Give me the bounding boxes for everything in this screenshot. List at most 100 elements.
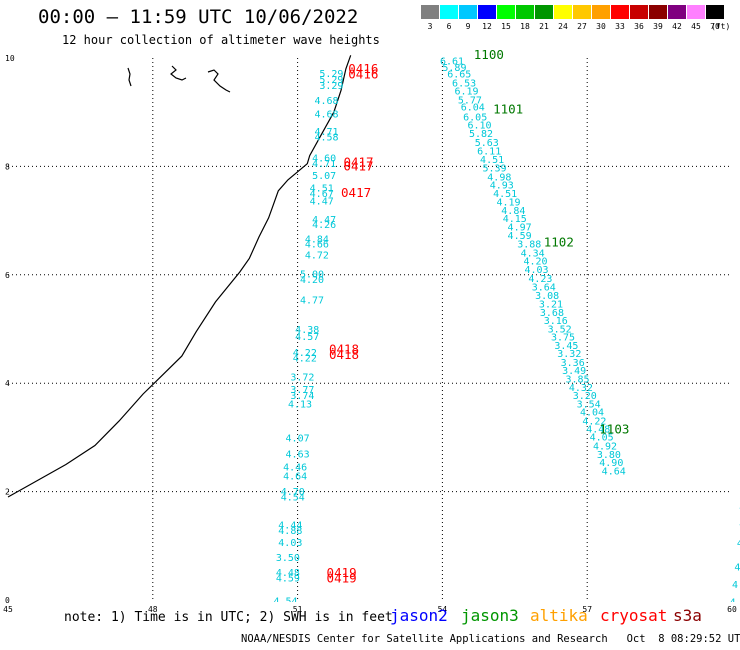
data-point-jason2: 3.50 [276,553,300,564]
data-point-jason2: 3.20 [573,391,597,402]
data-point-jason2: 4.51 [480,155,504,166]
data-point-jason2: 3.68 [540,308,564,319]
data-point-jason2: 6.10 [467,120,491,131]
data-point-jason2: 4.04 [580,408,604,419]
data-point-jason2: 5.89 [442,63,466,74]
colorbar-label: 45 [691,22,701,31]
data-point-jason2: 4.23 [528,274,552,285]
data-point-jason2: 6.05 [463,112,487,123]
data-point-jason2: 4.22 [582,416,606,427]
legend-altika: altika [530,606,588,625]
data-point-jason2: 3.32 [557,349,581,360]
y-tick-label: 6 [5,271,10,280]
coastline [7,55,352,498]
colorbar-label: 6 [446,22,452,31]
data-point-jason2: 4.93 [490,181,514,192]
colorbar-label: 42 [672,22,682,31]
data-point-jason2: 6.04 [461,103,485,114]
colorbar-unit: (ft) [711,22,731,31]
data-point-jason2: 3.72 [290,372,314,383]
data-point-jason2: 6.53 [452,79,476,90]
colorbar-label: 36 [634,22,644,31]
data-point-jason2: 4.92 [593,441,617,452]
colorbar-swatch [535,5,553,19]
x-tick-label: 45 [3,605,13,614]
data-point-jason2: 4.68 [314,110,338,121]
colorbar-swatch [668,5,686,19]
y-tick-label: 8 [5,162,10,171]
data-point-jason2: 4.64 [602,466,626,477]
data-point-jason2: 3.21 [539,299,563,310]
colorbar-swatch [649,5,667,19]
y-tick-label: 4 [5,379,10,388]
data-point-jason2: 4.20 [300,275,324,286]
data-point-jason2: 4 [737,538,740,549]
colorbar-swatch [478,5,496,19]
colorbar-label: 70 [710,22,720,31]
chart-subtitle: 12 hour collection of altimeter wave hei… [62,33,380,47]
colorbar-label: 24 [558,22,568,31]
data-point-jason2: 4.38 [730,597,740,608]
data-point-jason2: 4.47 [312,215,336,226]
data-point-jason2: 4.59 [508,231,532,242]
data-point-jason2: 4.54 [281,492,305,503]
data-point-jason2: 4.47 [310,196,334,207]
data-point-jason2: 3.52 [548,324,572,335]
data-point-jason2: 5.07 [312,171,336,182]
data-point-jason2: 6.65 [447,70,471,81]
data-point-jason2: 4.97 [508,222,532,233]
data-point-jason2: 4.57 [295,332,319,343]
note-text: note: 1) Time is in UTC; 2) SWH is in fe… [64,610,393,625]
data-point-jason2: 4.58 [314,132,338,143]
colorbar-label: 21 [539,22,549,31]
colorbar-swatch [687,5,705,19]
data-point-jason2: 6.11 [477,146,501,157]
data-point-jason2: 3.88 [517,240,541,251]
data-point-jason2: 4.77 [300,296,324,307]
data-point-jason2: 3.29 [319,81,343,92]
colorbar-swatch [592,5,610,19]
data-point-jason2: 3.64 [532,283,556,294]
data-point-jason2: 5.82 [469,129,493,140]
data-point-jason2: 3.77 [290,385,314,396]
data-point-jason2: 4.84 [305,234,329,245]
colorbar-swatch [516,5,534,19]
data-point-jason2: 5.77 [458,96,482,107]
legend-s3a: s3a [673,606,702,625]
data-point-cryosat: 0417 [343,159,373,174]
data-point-jason2: 5.29 [319,69,343,80]
legend-cryosat: cryosat [600,606,668,625]
data-point-jason2: 4.64 [283,472,307,483]
x-tick-label: 54 [438,605,448,614]
data-point-jason2: 4.19 [496,197,520,208]
data-point-jason2: 4.67 [310,189,334,200]
colorbar-label: 27 [577,22,587,31]
y-tick-label: 0 [5,596,10,605]
data-point-jason3: 1100 [474,47,504,62]
colorbar-swatch [459,5,477,19]
data-point-jason2: 3.85 [565,375,589,386]
colorbar-label: 39 [653,22,663,31]
colorbar-swatch [421,5,439,19]
data-point-jason2: 4.44 [278,520,302,531]
data-point-jason2: 4.51 [310,183,334,194]
data-point-jason2: 4.03 [278,538,302,549]
colorbar-swatch [554,5,572,19]
data-point-cryosat: 0419 [327,571,357,586]
data-point-jason2: 3.80 [597,450,621,461]
data-point-jason2: 4.71 [314,127,338,138]
chart-title: 00:00 – 11:59 UTC 10/06/2022 [38,6,359,28]
x-tick-label: 48 [148,605,158,614]
data-point-jason2: 4.1 [734,563,740,574]
data-point-jason2: 6.19 [454,86,478,97]
data-point-jason3: 1103 [599,422,629,437]
data-point-jason3: 1101 [493,101,523,116]
colorbar-label: 33 [615,22,625,31]
data-point-jason2: 4.38 [295,325,319,336]
data-point-jason2: 4.48 [586,425,610,436]
data-point-jason2: 4.20 [523,257,547,268]
data-point-jason2: 4.22 [293,348,317,359]
x-tick-label: 57 [582,605,592,614]
colorbar-label: 9 [465,22,471,31]
